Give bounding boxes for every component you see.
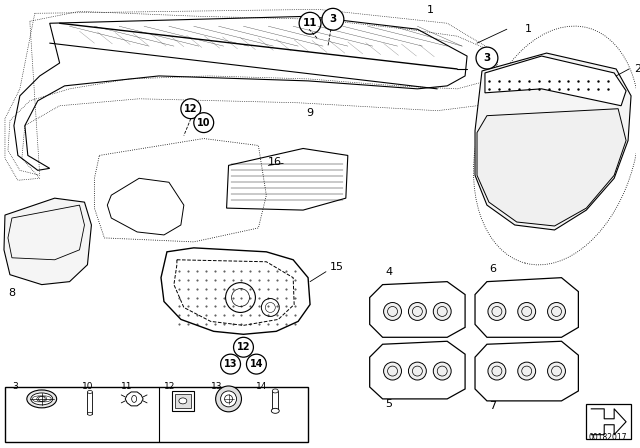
Text: 6: 6 (489, 264, 496, 274)
Text: 13: 13 (211, 383, 222, 392)
Text: 4: 4 (385, 267, 393, 277)
Bar (5, 387, 308, 442)
Circle shape (234, 337, 253, 357)
Polygon shape (485, 56, 626, 106)
Bar (272, 391, 278, 411)
Bar (88, 392, 92, 414)
Circle shape (476, 47, 498, 69)
Text: 14: 14 (257, 383, 268, 392)
Text: 10: 10 (81, 383, 93, 392)
Text: 7: 7 (489, 401, 496, 411)
Text: 14: 14 (250, 359, 263, 369)
Text: 12: 12 (184, 104, 198, 114)
Circle shape (221, 391, 237, 407)
Text: 2: 2 (634, 64, 640, 74)
Circle shape (322, 9, 344, 30)
Bar (586, 404, 631, 439)
Text: 12: 12 (164, 383, 175, 392)
Polygon shape (227, 148, 348, 210)
Polygon shape (161, 248, 310, 334)
Circle shape (216, 386, 241, 412)
Circle shape (518, 362, 536, 380)
Polygon shape (475, 341, 579, 401)
Circle shape (181, 99, 201, 119)
Bar (172, 391, 194, 411)
Circle shape (518, 302, 536, 320)
Circle shape (488, 302, 506, 320)
Circle shape (383, 302, 401, 320)
Circle shape (408, 362, 426, 380)
Circle shape (299, 13, 321, 34)
Text: 13: 13 (224, 359, 237, 369)
Ellipse shape (31, 393, 52, 405)
Ellipse shape (271, 408, 279, 414)
Text: 11: 11 (303, 18, 317, 28)
Polygon shape (125, 392, 143, 406)
Text: 8: 8 (8, 288, 15, 297)
Polygon shape (370, 341, 465, 399)
Circle shape (433, 302, 451, 320)
Circle shape (548, 302, 566, 320)
Polygon shape (108, 178, 184, 235)
Text: 10: 10 (197, 118, 211, 128)
Bar (175, 394, 191, 408)
Text: 3: 3 (12, 383, 18, 392)
Polygon shape (370, 282, 465, 337)
Text: 11: 11 (121, 383, 132, 392)
Ellipse shape (88, 412, 92, 415)
Polygon shape (475, 53, 631, 230)
Ellipse shape (27, 390, 57, 408)
Polygon shape (4, 198, 92, 284)
Circle shape (246, 354, 266, 374)
Text: 5: 5 (385, 399, 392, 409)
Ellipse shape (272, 389, 278, 393)
Circle shape (488, 362, 506, 380)
Text: 1: 1 (428, 5, 435, 15)
Text: 1: 1 (525, 24, 532, 34)
Text: 12: 12 (237, 342, 250, 352)
Circle shape (408, 302, 426, 320)
Text: 00182017: 00182017 (589, 433, 627, 442)
Text: 15: 15 (330, 262, 344, 272)
Polygon shape (475, 278, 579, 337)
Text: 9: 9 (306, 108, 313, 118)
Text: 16: 16 (268, 157, 282, 168)
Ellipse shape (88, 391, 92, 393)
Text: 3: 3 (330, 14, 337, 24)
Ellipse shape (179, 398, 187, 404)
Circle shape (225, 283, 255, 312)
Circle shape (194, 113, 214, 133)
Circle shape (548, 362, 566, 380)
Circle shape (221, 354, 241, 374)
Text: 3: 3 (483, 53, 491, 63)
Circle shape (433, 362, 451, 380)
Polygon shape (477, 109, 626, 226)
Circle shape (383, 362, 401, 380)
Circle shape (261, 298, 279, 316)
